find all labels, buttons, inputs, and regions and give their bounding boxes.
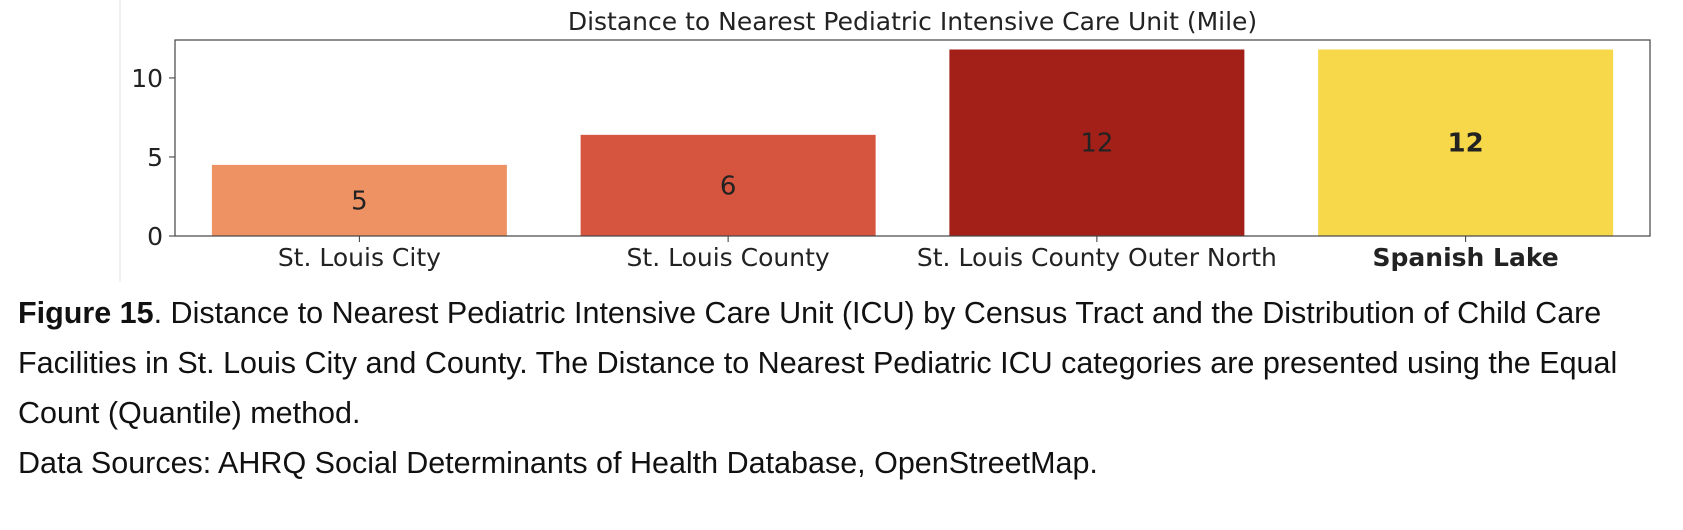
x-tick-label-3: Spanish Lake	[1373, 243, 1559, 272]
data-label-3: 12	[1448, 129, 1484, 159]
chart-svg: Distance to Nearest Pediatric Intensive …	[119, 0, 1651, 282]
caption-paragraph: Figure 15. Distance to Nearest Pediatric…	[18, 288, 1658, 438]
x-tick-label-2: St. Louis County Outer North	[917, 243, 1277, 272]
bar-2	[949, 49, 1245, 236]
figure-label: Figure 15	[18, 296, 154, 330]
bar-3	[1318, 49, 1614, 236]
bar-0	[211, 164, 507, 236]
y-tick-label-1: 5	[147, 143, 163, 172]
x-tick-label-0: St. Louis City	[278, 243, 441, 272]
caption-text: . Distance to Nearest Pediatric Intensiv…	[18, 296, 1618, 430]
chart-title: Distance to Nearest Pediatric Intensive …	[568, 7, 1257, 36]
bar-1	[580, 134, 876, 236]
x-tick-label-1: St. Louis County	[627, 243, 830, 272]
data-label-0: 5	[351, 186, 368, 216]
data-label-1: 6	[720, 171, 737, 201]
plot-frame	[174, 39, 1651, 237]
data-label-2: 12	[1080, 129, 1113, 159]
y-tick-label-0: 0	[147, 222, 163, 251]
bar-chart: Distance to Nearest Pediatric Intensive …	[119, 0, 1651, 282]
data-sources: Data Sources: AHRQ Social Determinants o…	[18, 446, 1098, 480]
y-tick-label-2: 10	[131, 64, 163, 93]
figure-caption: Figure 15. Distance to Nearest Pediatric…	[18, 288, 1658, 488]
